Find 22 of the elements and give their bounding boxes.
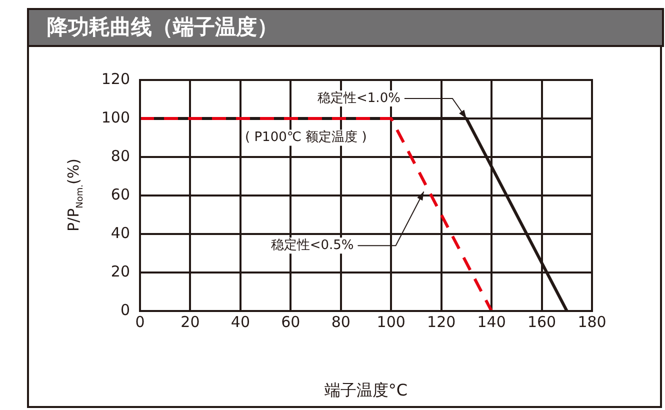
y-tick-label: 80: [110, 146, 130, 165]
annotation: 稳定性<0.5%: [270, 238, 354, 254]
y-tick-label: 100: [101, 108, 130, 126]
chart-title: 降功耗曲线（端子温度）: [27, 8, 664, 47]
annotation: 稳定性<1.0%: [318, 90, 400, 106]
x-tick-label: 140: [477, 312, 506, 331]
x-tick-label: 80: [331, 312, 350, 331]
y-tick-label: 60: [110, 185, 130, 204]
x-tick-label: 120: [427, 312, 456, 331]
x-tick-label: 0: [135, 312, 145, 331]
annotation: ( P100℃ 额定温度 ): [245, 129, 367, 146]
x-tick-label: 160: [527, 312, 556, 331]
x-tick-label: 60: [281, 312, 300, 331]
x-tick-label: 40: [230, 312, 250, 331]
x-tick-label: 100: [376, 312, 406, 331]
y-tick-label: 40: [110, 224, 130, 242]
y-tick-label: 20: [110, 262, 130, 280]
x-tick-label: 20: [180, 312, 200, 331]
y-tick-label: 0: [120, 300, 130, 319]
y-tick-label: 120: [101, 70, 130, 88]
x-axis-title: 端子温度°C: [324, 380, 408, 400]
x-tick-label: 180: [578, 312, 606, 331]
